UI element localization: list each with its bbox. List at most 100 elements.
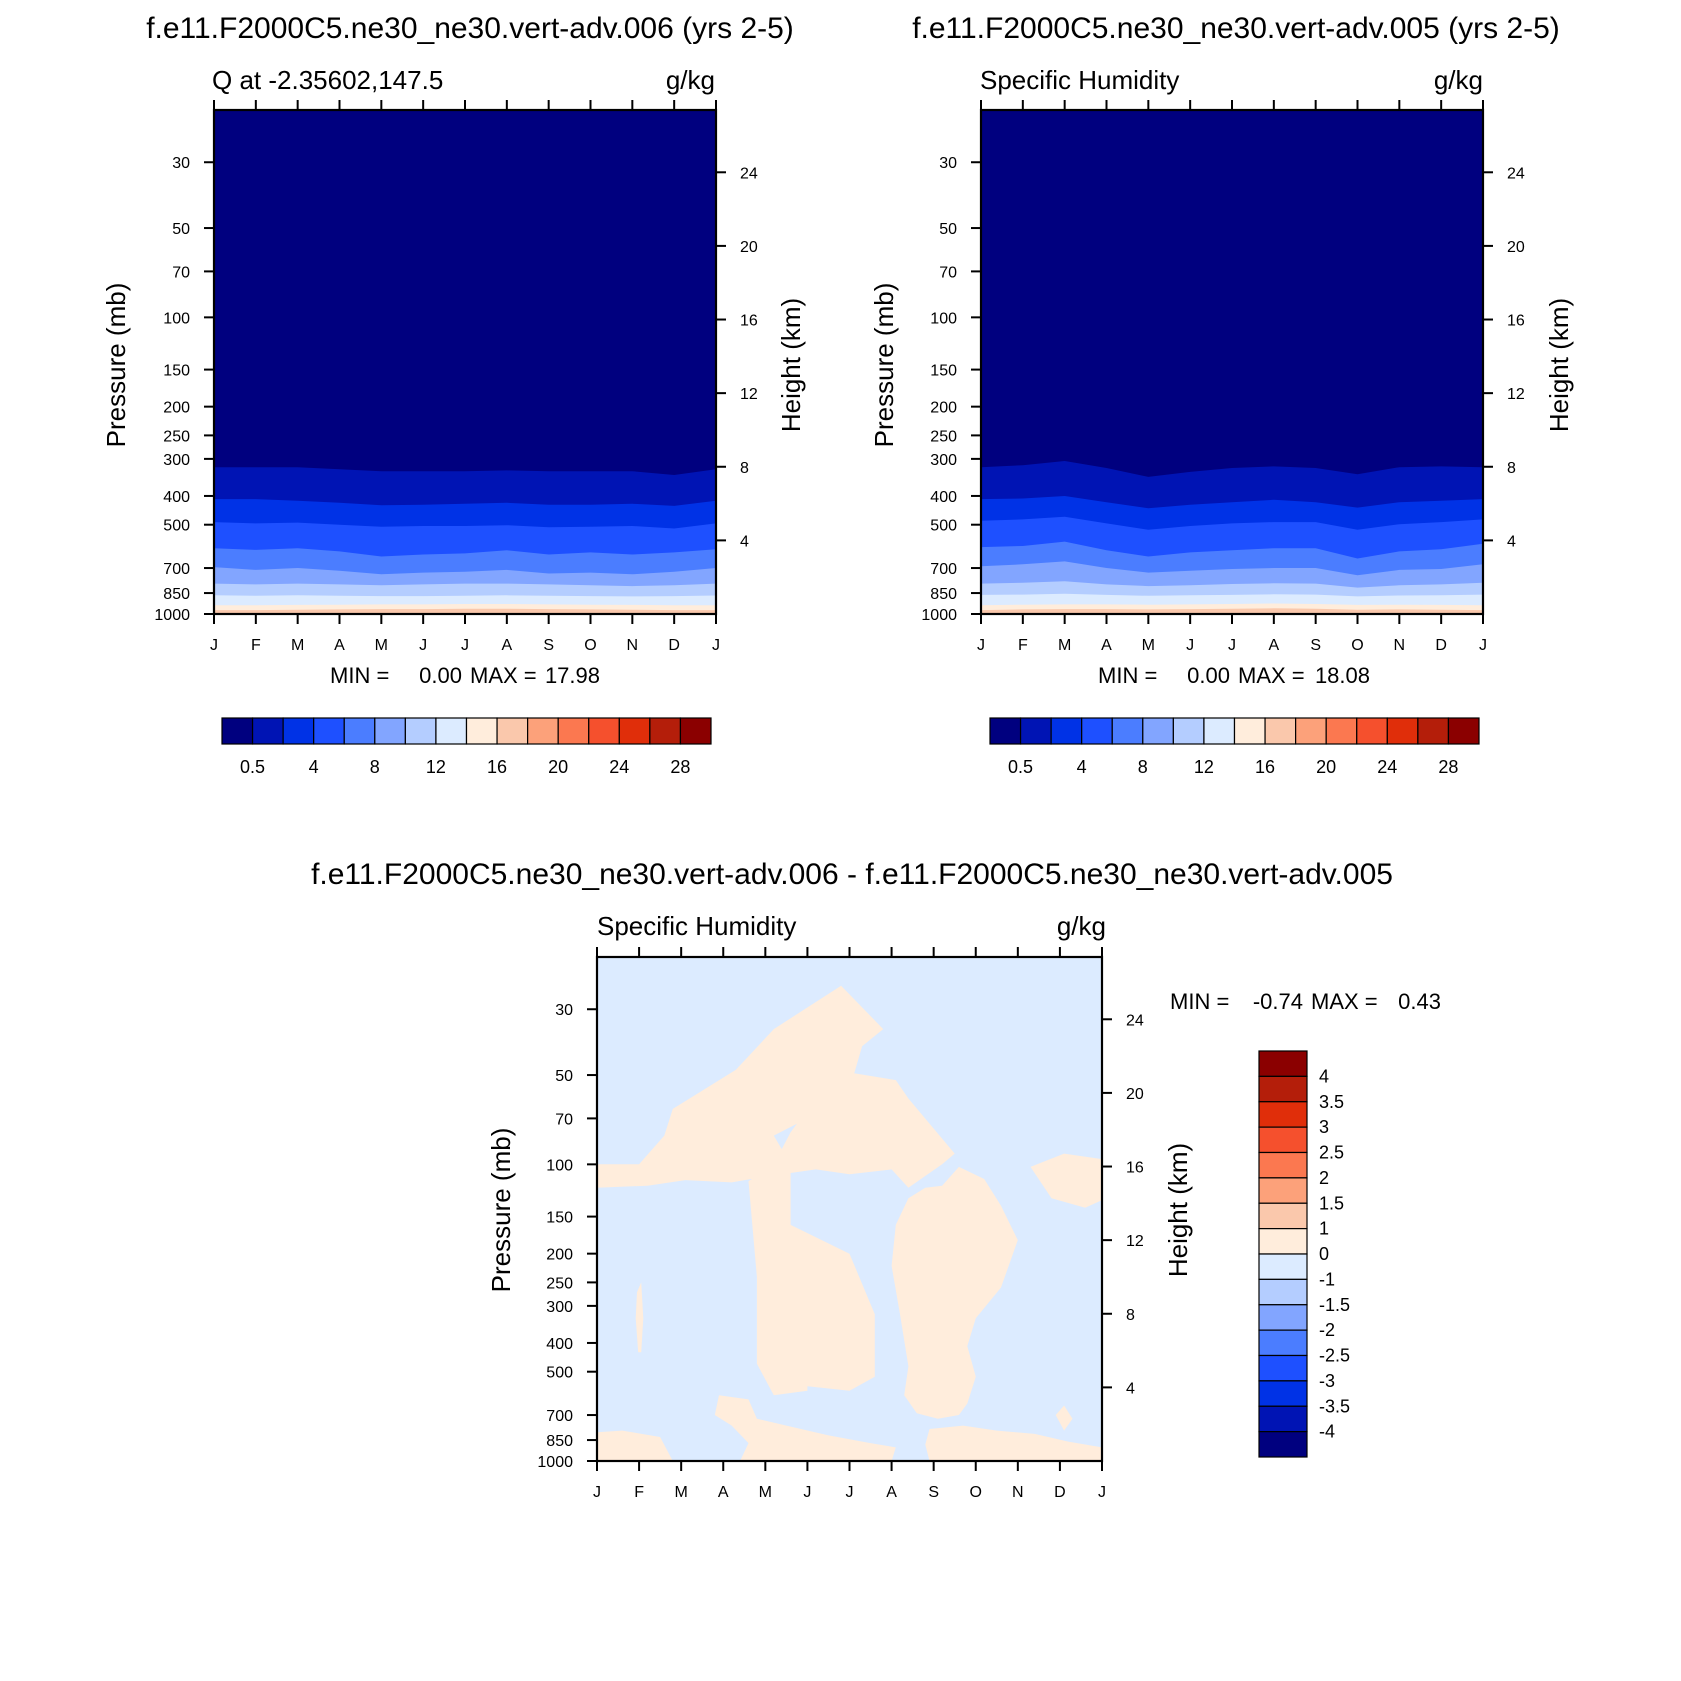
y-right-axis-label: Height (km) [1163, 1143, 1193, 1277]
colorbar-box [1386, 717, 1419, 745]
stats-line: MIN = -0.74 MAX = 0.43 [1170, 989, 1441, 1014]
y-tick-label: 250 [930, 428, 957, 445]
x-tick-label: M [1058, 637, 1071, 654]
plot-area: J F M A M J J A S O N D J 30 50 70 100 150 200 250 300 400 500… [921, 100, 1525, 654]
min-value: 0.00 [419, 663, 462, 688]
x-tick-label: J [712, 637, 720, 654]
colorbar-label: 28 [1438, 757, 1458, 777]
positive-region [925, 1425, 1102, 1461]
y-tick-label: 50 [172, 221, 190, 238]
colorbar-box [649, 717, 682, 745]
positive-region [597, 985, 955, 1396]
colorbar-label: 3.5 [1319, 1092, 1344, 1112]
colorbar-box [1325, 717, 1358, 745]
x-tick-label: J [1098, 1484, 1106, 1501]
colorbar-label: 2 [1319, 1168, 1329, 1188]
colorbar-box [1111, 717, 1144, 745]
y-tick-label: 30 [939, 155, 957, 172]
colorbar-box [1258, 1050, 1308, 1077]
colorbar-box [618, 717, 651, 745]
y-tick-label: 50 [555, 1068, 573, 1085]
contour-band [981, 608, 1483, 614]
x-tick-label: D [1435, 637, 1447, 654]
colorbar: 0.5 4 8 12 16 20 24 28 [221, 717, 712, 777]
y-tick-label: 300 [163, 452, 190, 469]
colorbar-box [1142, 717, 1174, 745]
colorbar-box [679, 717, 712, 745]
positive-region [597, 1430, 673, 1461]
x-tick-label: J [593, 1484, 601, 1501]
y-tick-label: 150 [930, 363, 957, 380]
min-value: 0.00 [1187, 663, 1230, 688]
left-string: Specific Humidity [597, 911, 796, 941]
x-tick-label: M [291, 637, 304, 654]
max-label: MAX = [1311, 989, 1378, 1014]
x-tick-label: S [543, 637, 554, 654]
min-value: -0.74 [1253, 989, 1303, 1014]
min-label: MIN = [330, 663, 389, 688]
colorbar-box [1258, 1431, 1308, 1458]
x-tick-label: A [886, 1484, 897, 1501]
max-value: 18.08 [1315, 663, 1370, 688]
y-tick-label: 150 [163, 363, 190, 380]
colorbar-box [527, 717, 559, 745]
colorbar-box [496, 717, 529, 745]
colorbar-box [1258, 1380, 1308, 1407]
y-tick-label: 1000 [154, 607, 190, 624]
y-right-tick-label: 24 [1126, 1012, 1144, 1029]
y-tick-label: 700 [163, 561, 190, 578]
colorbar-label: 24 [1377, 757, 1397, 777]
colorbar-box [1258, 1126, 1308, 1154]
x-tick-label: F [634, 1484, 644, 1501]
x-tick-label: O [1351, 637, 1363, 654]
colorbar-box [1258, 1101, 1308, 1128]
y-right-tick-label: 24 [1507, 165, 1525, 182]
min-label: MIN = [1098, 663, 1157, 688]
min-label: MIN = [1170, 989, 1229, 1014]
panel-q-006: f.e11.F2000C5.ne30_ne30.vert-adv.006 (yr… [101, 12, 806, 777]
y-right-tick-label: 20 [1507, 239, 1525, 256]
y-tick-label: 250 [163, 428, 190, 445]
max-label: MAX = [470, 663, 537, 688]
left-string: Specific Humidity [980, 65, 1179, 95]
x-tick-label: J [210, 637, 218, 654]
colorbar-box [1295, 717, 1327, 745]
panel-title: f.e11.F2000C5.ne30_ne30.vert-adv.005 (yr… [912, 12, 1560, 45]
y-tick-label: 850 [163, 586, 190, 603]
y-axis-label: Pressure (mb) [486, 1128, 516, 1293]
x-tick-label: M [1142, 637, 1155, 654]
contour-band [214, 608, 716, 614]
plot-area: J F M A M J J A S O N D J 30 50 70 100 150 200 250 300 400 500… [154, 100, 758, 654]
units-label: g/kg [1434, 65, 1483, 95]
colorbar-box [1172, 717, 1205, 745]
colorbar-box [374, 717, 406, 745]
colorbar-box [465, 717, 498, 745]
colorbar-box [1050, 717, 1083, 745]
y-right-tick-label: 4 [1507, 533, 1516, 550]
positive-region [714, 1395, 896, 1461]
colorbar-label: 20 [1316, 757, 1336, 777]
y-tick-label: 700 [930, 561, 957, 578]
x-tick-label: S [928, 1484, 939, 1501]
colorbar-label: -1 [1319, 1269, 1335, 1289]
colorbar-label: 8 [370, 757, 380, 777]
max-value: 17.98 [545, 663, 600, 688]
y-tick-label: 200 [163, 400, 190, 417]
y-right-tick-label: 20 [1126, 1086, 1144, 1103]
y-right-tick-label: 12 [1126, 1233, 1144, 1250]
y-tick-label: 1000 [921, 607, 957, 624]
colorbar: 0.5 4 8 12 16 20 24 28 [989, 717, 1480, 777]
y-tick-label: 300 [546, 1299, 573, 1316]
colorbar-box [1233, 717, 1266, 745]
x-tick-label: J [419, 637, 427, 654]
y-tick-label: 50 [939, 221, 957, 238]
x-tick-label: F [251, 637, 261, 654]
colorbar-label: 4 [1319, 1066, 1329, 1086]
colorbar-box [1258, 1304, 1308, 1331]
x-tick-label: D [668, 637, 680, 654]
colorbar-label: -1.5 [1319, 1295, 1350, 1315]
y-tick-label: 400 [546, 1336, 573, 1353]
y-right-tick-label: 16 [1507, 313, 1525, 330]
y-right-tick-label: 24 [740, 165, 758, 182]
